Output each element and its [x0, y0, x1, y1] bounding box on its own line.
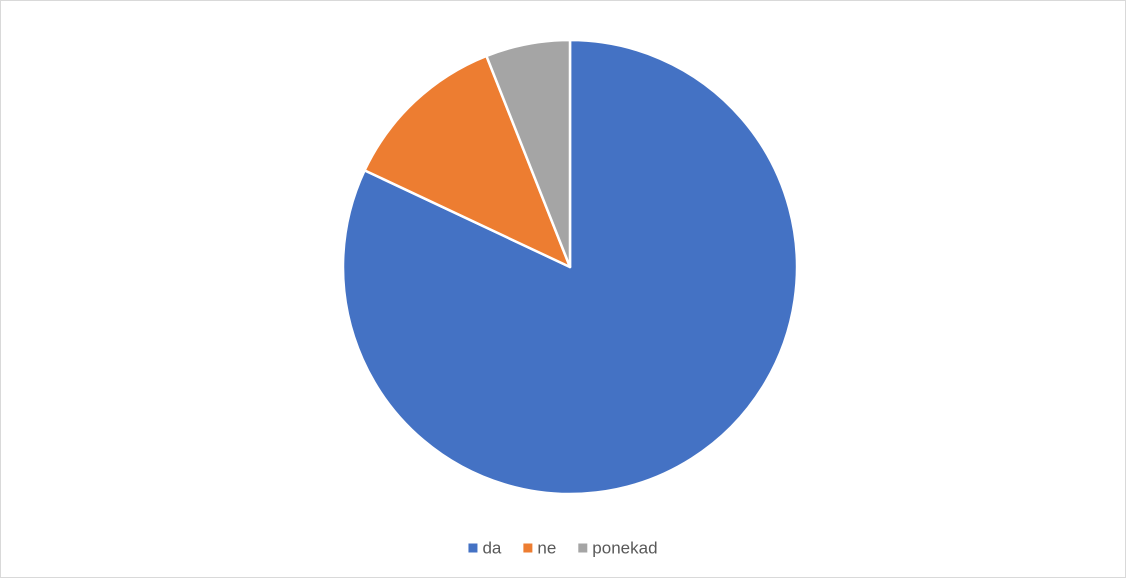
legend-label: ponekad [592, 538, 657, 557]
legend-swatch [523, 543, 533, 553]
pie-slice [485, 38, 572, 269]
pie-slice [341, 38, 799, 496]
legend-swatch [578, 543, 588, 553]
legend-swatch [468, 543, 478, 553]
pie-slice [363, 54, 572, 269]
legend-label: da [482, 538, 501, 557]
legend-label: ne [537, 538, 556, 557]
